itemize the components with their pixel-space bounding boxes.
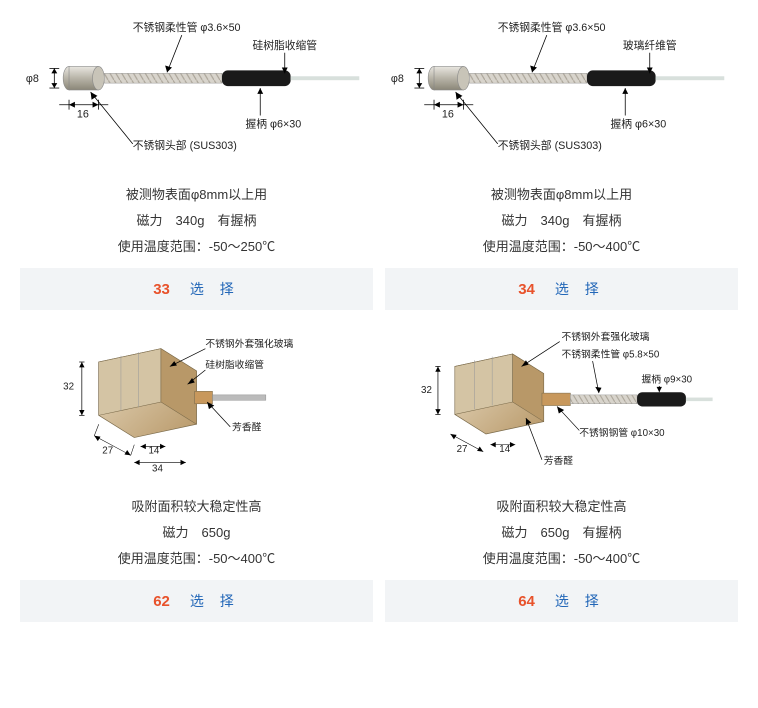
select-button[interactable]: 选 择 — [190, 279, 240, 299]
svg-text:27: 27 — [457, 444, 468, 455]
select-bar: 33 选 择 — [20, 268, 373, 310]
product-description: 被测物表面φ8mm以上用 磁力 340g 有握柄 使用温度范围：-50～250℃ — [20, 170, 373, 268]
svg-text:14: 14 — [499, 444, 510, 455]
svg-text:不锈钢外套强化玻璃: 不锈钢外套强化玻璃 — [205, 337, 293, 350]
desc-line: 磁力 340g 有握柄 — [20, 208, 373, 234]
svg-text:不锈钢外套强化玻璃: 不锈钢外套强化玻璃 — [562, 330, 650, 343]
svg-text:不锈钢柔性管 φ3.6×50: 不锈钢柔性管 φ3.6×50 — [133, 21, 241, 34]
desc-line: 使用温度范围：-50～250℃ — [20, 234, 373, 260]
svg-text:握柄 φ6×30: 握柄 φ6×30 — [611, 117, 667, 130]
product-card: φ8 16 不锈钢柔性管 φ3.6×50 玻璃纤维管 握柄 φ6×30 不锈钢头… — [385, 10, 738, 310]
svg-text:φ8: φ8 — [391, 73, 404, 85]
desc-line: 磁力 340g 有握柄 — [385, 208, 738, 234]
select-button[interactable]: 选 择 — [190, 591, 240, 611]
svg-text:16: 16 — [77, 108, 89, 120]
select-bar: 64 选 择 — [385, 580, 738, 622]
svg-text:32: 32 — [63, 382, 74, 393]
svg-text:不锈钢头部 (SUS303): 不锈钢头部 (SUS303) — [498, 139, 602, 152]
product-description: 被测物表面φ8mm以上用 磁力 340g 有握柄 使用温度范围：-50～400℃ — [385, 170, 738, 268]
svg-text:握柄 φ6×30: 握柄 φ6×30 — [246, 117, 302, 130]
svg-text:不锈钢柔性管 φ3.6×50: 不锈钢柔性管 φ3.6×50 — [498, 21, 606, 34]
product-diagram: φ8 16 不锈钢柔性管 φ3.6×50 玻璃纤维管 握柄 φ6×30 不锈钢头… — [385, 10, 738, 170]
svg-text:不锈钢柔性管 φ5.8×50: 不锈钢柔性管 φ5.8×50 — [562, 348, 660, 361]
desc-line: 被测物表面φ8mm以上用 — [385, 182, 738, 208]
svg-text:φ8: φ8 — [26, 73, 39, 85]
desc-line: 磁力 650g 有握柄 — [385, 520, 738, 546]
product-diagram: 32 27 14 34 不锈钢外套强化玻璃 硅树脂收缩管 芳香醛 — [20, 322, 373, 482]
svg-text:硅树脂收缩管: 硅树脂收缩管 — [252, 39, 317, 52]
product-diagram: 32 27 14 不锈钢外套强化玻璃 不锈钢柔性管 φ5.8×50 握柄 φ9×… — [385, 322, 738, 482]
desc-line: 使用温度范围：-50～400℃ — [385, 234, 738, 260]
desc-line: 使用温度范围：-50～400℃ — [20, 546, 373, 572]
svg-text:硅树脂收缩管: 硅树脂收缩管 — [205, 358, 264, 371]
desc-line: 吸附面积较大稳定性高 — [385, 494, 738, 520]
desc-line: 吸附面积较大稳定性高 — [20, 494, 373, 520]
svg-text:玻璃纤维管: 玻璃纤维管 — [623, 39, 677, 52]
product-number: 33 — [153, 281, 170, 298]
svg-text:不锈钢钢管 φ10×30: 不锈钢钢管 φ10×30 — [579, 426, 665, 439]
product-card: 32 27 14 不锈钢外套强化玻璃 不锈钢柔性管 φ5.8×50 握柄 φ9×… — [385, 322, 738, 622]
select-button[interactable]: 选 择 — [555, 279, 605, 299]
product-description: 吸附面积较大稳定性高 磁力 650g 有握柄 使用温度范围：-50～400℃ — [385, 482, 738, 580]
svg-text:27: 27 — [102, 446, 113, 457]
product-card: 32 27 14 34 不锈钢外套强化玻璃 硅树脂收缩管 芳香醛 吸附面积较大稳… — [20, 322, 373, 622]
desc-line: 使用温度范围：-50～400℃ — [385, 546, 738, 572]
svg-text:芳香醛: 芳香醛 — [232, 420, 262, 433]
svg-text:不锈钢头部 (SUS303): 不锈钢头部 (SUS303) — [133, 139, 237, 152]
svg-text:34: 34 — [152, 463, 163, 474]
select-bar: 62 选 择 — [20, 580, 373, 622]
product-diagram: φ8 16 不锈钢柔性管 φ3.6×50 硅树脂收缩管 握柄 φ6×30 不锈钢… — [20, 10, 373, 170]
desc-line: 被测物表面φ8mm以上用 — [20, 182, 373, 208]
select-button[interactable]: 选 择 — [555, 591, 605, 611]
product-card: φ8 16 不锈钢柔性管 φ3.6×50 硅树脂收缩管 握柄 φ6×30 不锈钢… — [20, 10, 373, 310]
svg-text:握柄 φ9×30: 握柄 φ9×30 — [642, 372, 693, 385]
svg-text:32: 32 — [421, 385, 432, 396]
svg-text:14: 14 — [149, 446, 160, 457]
svg-text:16: 16 — [442, 108, 454, 120]
product-number: 64 — [518, 593, 535, 610]
select-bar: 34 选 择 — [385, 268, 738, 310]
desc-line: 磁力 650g — [20, 520, 373, 546]
svg-text:芳香醛: 芳香醛 — [544, 454, 574, 467]
product-description: 吸附面积较大稳定性高 磁力 650g 使用温度范围：-50～400℃ — [20, 482, 373, 580]
product-number: 62 — [153, 593, 170, 610]
product-number: 34 — [518, 281, 535, 298]
